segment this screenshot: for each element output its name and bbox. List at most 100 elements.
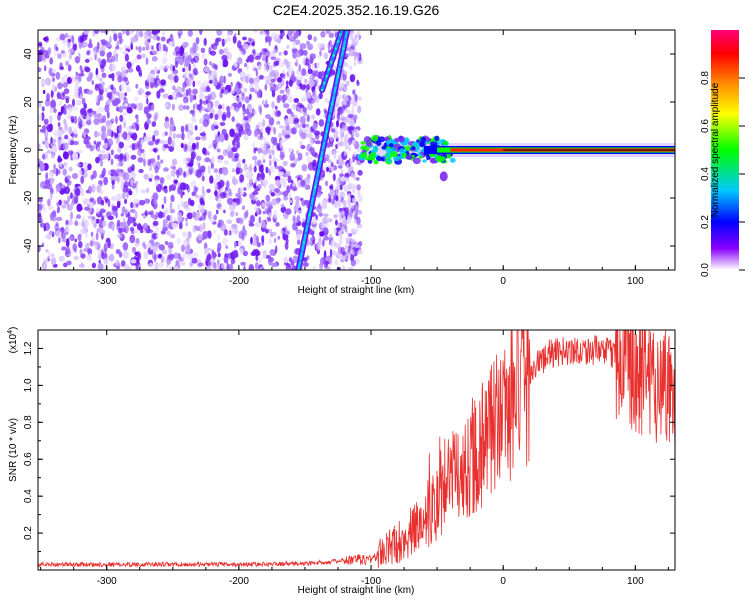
noise-speck [323, 235, 330, 241]
noise-speck [117, 75, 123, 83]
noise-speck [117, 154, 124, 163]
noise-speck [38, 197, 43, 203]
noise-speck [109, 35, 112, 44]
noise-speck [172, 85, 176, 91]
noise-speck [295, 199, 300, 208]
noise-speck [87, 108, 93, 113]
noise-speck [294, 195, 301, 201]
noise-speck [144, 39, 149, 47]
noise-speck [216, 259, 220, 265]
carrier-speck [410, 146, 416, 150]
noise-speck [42, 140, 46, 145]
noise-speck [330, 128, 336, 133]
drift-line-2-dot [332, 54, 335, 57]
noise-speck [302, 56, 306, 66]
noise-speck [263, 30, 266, 33]
noise-speck [341, 225, 345, 231]
noise-speck [120, 260, 126, 267]
noise-speck [222, 59, 229, 68]
noise-speck [195, 141, 199, 150]
noise-speck [338, 193, 342, 199]
noise-speck [347, 114, 354, 119]
drift-line-1-dot [323, 139, 327, 143]
spectrogram-ytick-label: 40 [23, 48, 34, 60]
noise-speck [180, 200, 184, 208]
noise-speck [215, 38, 220, 44]
noise-speck [97, 180, 103, 185]
noise-speck [39, 128, 46, 133]
noise-speck [349, 65, 352, 71]
noise-speck [209, 50, 217, 56]
noise-speck [331, 162, 334, 167]
noise-speck [206, 188, 211, 193]
noise-speck [214, 125, 219, 130]
noise-speck [255, 69, 259, 77]
noise-speck [78, 169, 83, 177]
noise-speck [65, 97, 70, 104]
noise-speck [340, 254, 344, 260]
noise-speck [257, 159, 262, 167]
noise-speck [197, 262, 204, 267]
noise-speck [257, 147, 263, 154]
noise-speck [63, 262, 68, 268]
noise-speck [259, 132, 263, 139]
noise-speck [232, 102, 239, 107]
carrier-speck [420, 136, 427, 144]
noise-speck [282, 173, 288, 178]
noise-speck [262, 118, 266, 128]
noise-speck [126, 45, 131, 50]
noise-speck [248, 54, 254, 62]
noise-speck [242, 43, 249, 50]
drift-line-1-dot [325, 130, 328, 133]
noise-speck [270, 192, 275, 197]
noise-speck [41, 106, 45, 112]
drift-line-1-dot [298, 259, 302, 263]
noise-speck [49, 191, 53, 201]
noise-speck [76, 203, 83, 212]
noise-speck [104, 243, 109, 249]
noise-speck [145, 57, 149, 65]
noise-speck [211, 63, 216, 69]
noise-speck [184, 69, 190, 79]
carrier-speck [380, 157, 385, 162]
noise-speck [126, 188, 132, 193]
noise-speck [214, 183, 218, 190]
noise-speck [136, 117, 139, 125]
noise-speck [242, 158, 246, 164]
noise-speck [122, 217, 126, 222]
noise-speck [234, 33, 237, 37]
noise-speck [79, 65, 83, 71]
noise-speck [219, 206, 223, 212]
noise-speck [143, 31, 149, 40]
noise-speck [129, 234, 136, 244]
noise-speck [264, 35, 268, 44]
noise-speck [144, 227, 150, 234]
noise-speck [286, 108, 292, 115]
noise-speck [146, 187, 150, 194]
noise-speck [198, 224, 203, 233]
noise-speck [87, 43, 93, 49]
noise-speck [169, 64, 174, 71]
noise-speck [255, 200, 261, 207]
noise-speck [97, 141, 102, 146]
noise-speck [208, 79, 213, 84]
snr-panel: -300 -200 -100 0 100 0.2 0.4 0.6 0.8 1.0 1.2 Heigh… [7, 327, 676, 596]
noise-speck [248, 104, 252, 113]
noise-speck [182, 52, 189, 58]
noise-speck [326, 167, 330, 172]
noise-speck [178, 222, 183, 230]
noise-speck [239, 71, 246, 78]
noise-speck [163, 167, 169, 172]
colorbar-axis: 0.0 0.2 0.4 0.6 0.8 [700, 71, 745, 277]
noise-speck [349, 248, 353, 254]
snr-xtick-label: -100 [361, 576, 381, 587]
noise-speck [92, 110, 97, 115]
noise-speck [65, 60, 69, 67]
noise-speck [104, 104, 110, 113]
noise-speck [346, 117, 350, 123]
noise-speck [91, 237, 96, 241]
noise-speck [227, 143, 232, 152]
noise-speck [152, 192, 159, 201]
noise-speck [334, 126, 338, 132]
noise-speck [339, 159, 342, 164]
